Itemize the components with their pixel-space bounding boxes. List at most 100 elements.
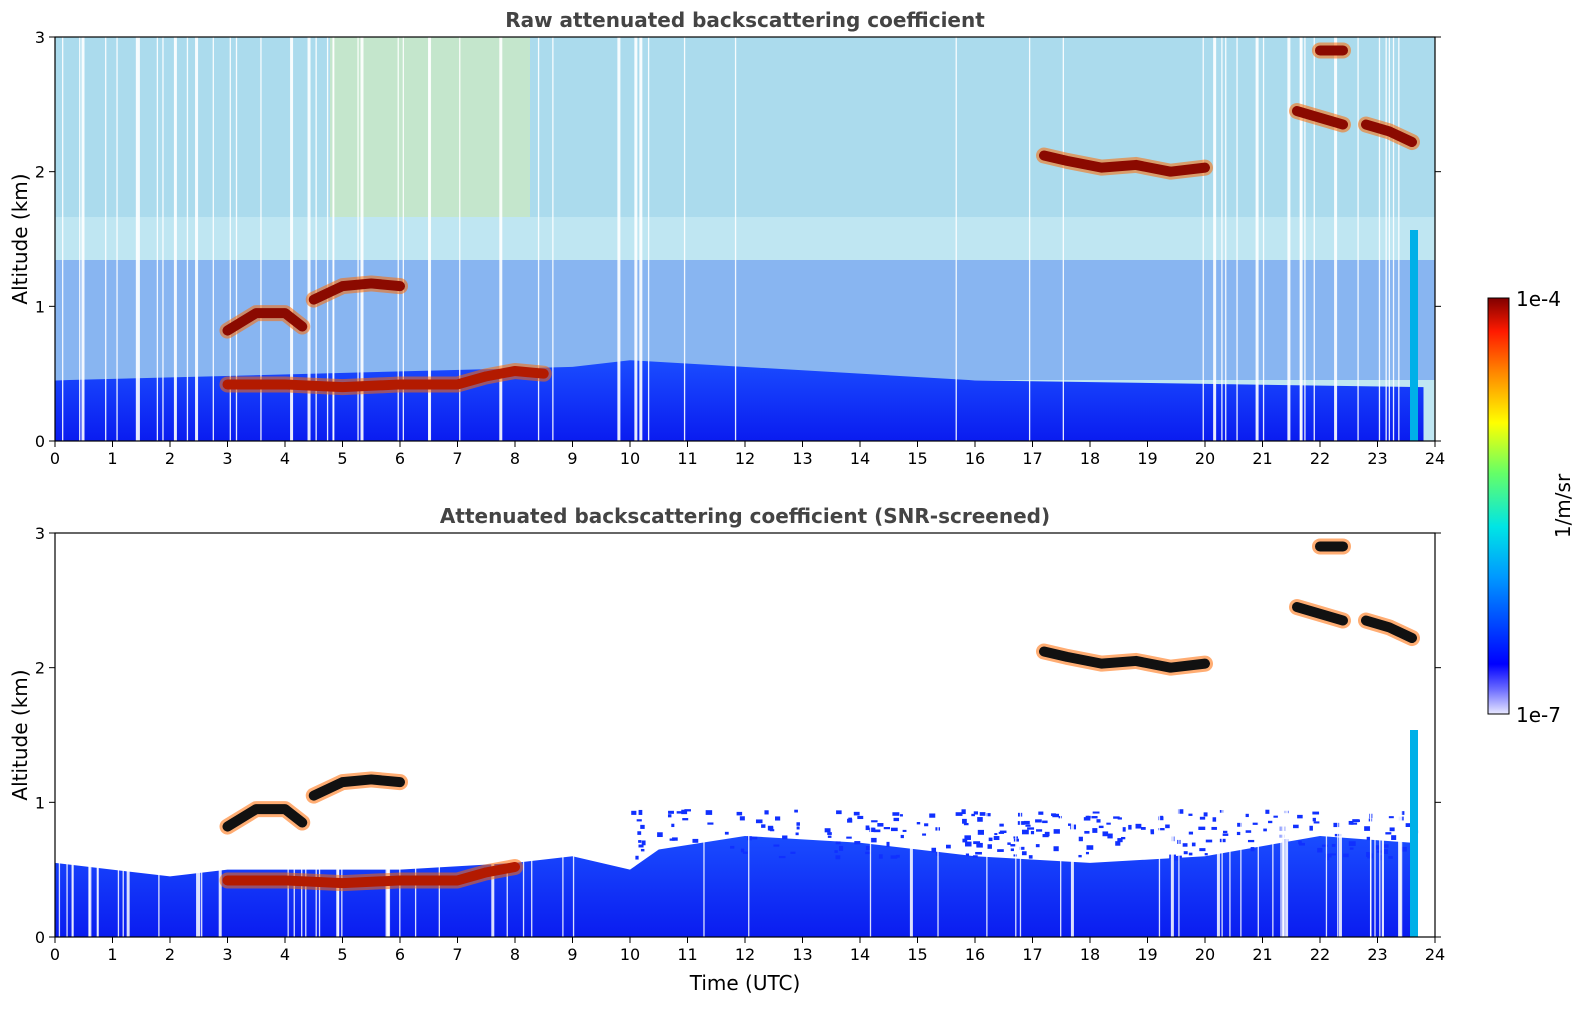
speckle (638, 844, 644, 848)
speckle (1349, 847, 1354, 850)
speckle (676, 811, 683, 814)
speckle (730, 845, 735, 849)
speckle (886, 841, 890, 847)
speckle (964, 835, 971, 840)
speckle (1140, 827, 1146, 830)
panel-raw: Raw attenuated backscattering coefficien… (8, 8, 1445, 468)
speckle (1078, 854, 1082, 858)
panel1-heatmap (55, 37, 1435, 441)
speckle (1035, 844, 1040, 848)
y-tick-label: 2 (35, 659, 45, 678)
speckle (724, 831, 729, 835)
dropout-stripe (96, 533, 98, 937)
dropout-stripe (301, 533, 303, 937)
speckle (929, 813, 936, 818)
x-tick-label: 20 (1195, 945, 1215, 964)
x-tick-label: 1 (107, 945, 117, 964)
speckle (1263, 828, 1267, 832)
speckle (1158, 828, 1165, 831)
x-tick-label: 1 (107, 449, 117, 468)
speckle (795, 832, 799, 836)
y-tick-label: 3 (35, 28, 45, 47)
dropout-stripe (72, 533, 74, 937)
dropout-stripe (499, 37, 503, 441)
speckle (902, 829, 907, 832)
speckle (1121, 836, 1126, 840)
dropout-stripe (748, 533, 750, 937)
speckle (657, 832, 663, 838)
dropout-stripe (1392, 37, 1395, 441)
panel1-x-axis: 0 1 2 3 4 5 6 7 8 9 10 11 12 13 14 15 16 17 18 19 20 21 22 23 24 (50, 441, 1445, 468)
colorbar: 1e-4 1e-7 1/m/sr (1487, 287, 1575, 727)
dropout-stripe (318, 533, 321, 937)
speckle (1389, 827, 1395, 832)
speckle (1086, 845, 1094, 850)
speckle (1177, 809, 1184, 814)
colorbar-unit-label: 1/m/sr (1551, 473, 1575, 538)
x-tick-label: 9 (567, 449, 577, 468)
speckle (638, 840, 642, 843)
speckle (742, 851, 748, 854)
speckle (1366, 836, 1371, 841)
dropout-stripe (186, 37, 189, 441)
x-tick-label: 7 (452, 449, 462, 468)
dropout-stripe (1398, 533, 1400, 937)
x-tick-label: 20 (1195, 449, 1215, 468)
speckle (890, 855, 898, 859)
speckle (1245, 813, 1249, 818)
speckle (782, 835, 788, 840)
speckle (667, 814, 672, 818)
speckle (1092, 828, 1098, 833)
speckle (1023, 820, 1030, 825)
panel2-dropout-stripes (58, 533, 1403, 937)
speckle (846, 836, 852, 839)
speckle (1122, 827, 1126, 832)
speckle (1385, 832, 1392, 835)
speckle (1203, 812, 1208, 817)
speckle (1159, 815, 1164, 818)
dropout-stripe (1287, 37, 1291, 441)
speckle (1113, 816, 1120, 819)
speckle (1188, 813, 1193, 816)
colorbar-gradient (1487, 297, 1510, 715)
colorbar-max-label: 1e-4 (1516, 287, 1561, 311)
x-tick-label: 22 (1310, 945, 1330, 964)
speckle (865, 846, 871, 851)
speckle (865, 851, 872, 855)
dropout-stripe (122, 533, 124, 937)
speckle (1182, 843, 1188, 847)
speckle (1010, 844, 1017, 847)
dropout-stripe (195, 37, 199, 441)
speckle (1191, 842, 1196, 847)
speckle (1250, 847, 1255, 852)
speckle (635, 855, 639, 860)
speckle (1051, 813, 1056, 817)
speckle (1298, 840, 1302, 845)
speckle (977, 829, 984, 835)
dropout-stripe (986, 533, 988, 937)
speckle (870, 820, 878, 823)
speckle (669, 838, 675, 841)
speckle (895, 854, 900, 858)
dropout-stripe (88, 533, 92, 937)
speckle (1343, 853, 1349, 858)
speckle (1053, 846, 1059, 852)
speckle (1236, 831, 1241, 836)
speckle (1198, 826, 1206, 830)
speckle (1038, 811, 1044, 815)
y-tick-label: 0 (35, 928, 45, 947)
dropout-stripe (506, 533, 508, 937)
speckle (963, 822, 969, 826)
dropout-stripe (1325, 533, 1328, 937)
speckle (790, 851, 796, 854)
panel1-dropout-stripes (62, 37, 1400, 441)
speckle (965, 841, 972, 847)
speckle (1312, 817, 1316, 822)
speckle (1102, 831, 1109, 837)
x-tick-label: 18 (1080, 449, 1100, 468)
panel2-x-label: Time (UTC) (689, 971, 801, 995)
dropout-stripe (734, 37, 737, 441)
dropout-stripe (212, 37, 214, 441)
dropout-stripe (1262, 37, 1265, 441)
dropout-stripe (617, 37, 621, 441)
